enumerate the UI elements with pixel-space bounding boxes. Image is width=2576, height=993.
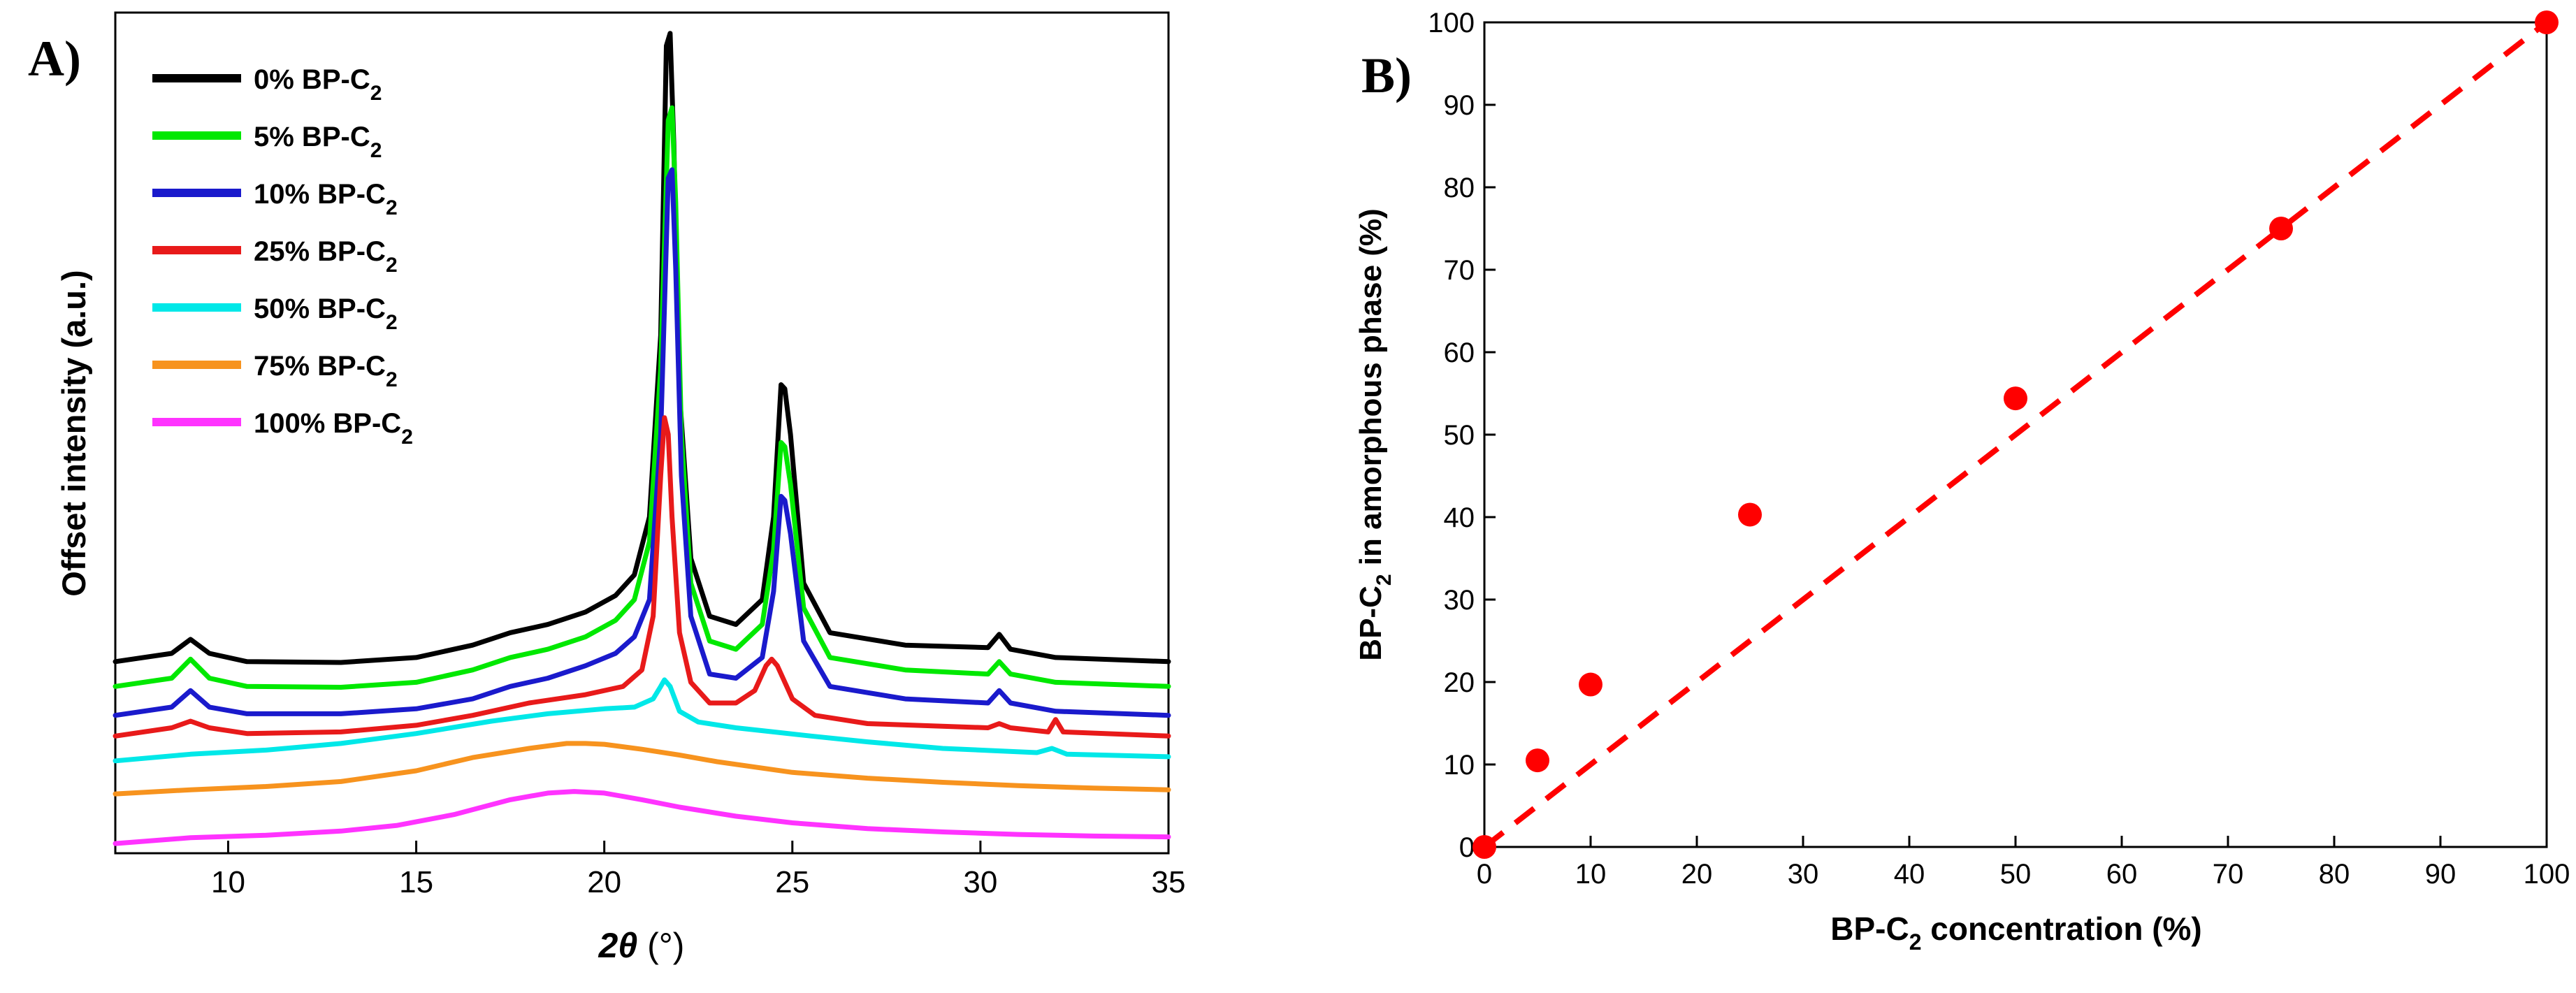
data-point <box>1579 672 1602 697</box>
data-point <box>1472 835 1496 859</box>
panel-a-plot-area <box>114 11 1170 855</box>
legend-label-6: 100% BP-C2 <box>254 408 413 449</box>
panel-a-xrd-chart: A) 10 15 20 25 30 35 0% BP-C2 5% BP-C2 10% BP-C… <box>28 11 1185 965</box>
panel-a-y-axis-label: Offset intensity (a.u.) <box>55 270 92 596</box>
panel-b-y-axis-label-rest: in amorphous phase (%) <box>1354 208 1388 574</box>
y-tick-label: 60 <box>1444 338 1475 368</box>
panel-a-legend: 0% BP-C2 5% BP-C2 10% BP-C2 25% BP-C2 50% BP… <box>152 64 413 449</box>
series-line-1 <box>113 105 1171 690</box>
panel-a-x-axis-unit: (°) <box>637 926 684 965</box>
legend-label-5: 75% BP-C2 <box>254 351 398 391</box>
panel-b-x-axis-label: BP-C2 concentration (%) <box>1830 911 2202 955</box>
legend-label-4: 50% BP-C2 <box>254 293 398 334</box>
data-point <box>2535 10 2559 34</box>
x-tick-label: 30 <box>963 865 997 899</box>
data-point <box>2269 217 2293 240</box>
x-tick-label: 30 <box>1788 859 1819 890</box>
legend-label-0: 0% BP-C2 <box>254 64 382 105</box>
x-tick-label: 50 <box>2000 859 2032 890</box>
legend-label-3: 25% BP-C2 <box>254 236 398 277</box>
x-tick-label: 0 <box>1477 859 1492 890</box>
panel-b-y-axis-label-main: BP-C <box>1354 586 1388 661</box>
y-tick-label: 0 <box>1459 832 1475 863</box>
panel-b-x-axis-label-sub: 2 <box>1909 929 1922 955</box>
y-tick-label: 100 <box>1428 8 1475 38</box>
y-tick-label: 70 <box>1444 255 1475 286</box>
x-tick-label: 70 <box>2213 859 2244 890</box>
data-point <box>1738 502 1762 527</box>
x-tick-label: 80 <box>2319 859 2350 890</box>
x-tick-label: 15 <box>399 865 433 899</box>
y-tick-label: 30 <box>1444 585 1475 616</box>
panel-b-x-axis-label-rest: concentration (%) <box>1922 911 2202 947</box>
panel-b-y-axis-label: BP-C2 in amorphous phase (%) <box>1354 208 1396 660</box>
x-tick-label: 25 <box>775 865 809 899</box>
data-point <box>2004 386 2027 411</box>
panel-b-x-axis-label-main: BP-C <box>1830 911 1909 947</box>
x-tick-label: 40 <box>1894 859 1925 890</box>
x-tick-label: 10 <box>1575 859 1607 890</box>
x-tick-label: 90 <box>2425 859 2456 890</box>
panel-a-x-ticks: 10 15 20 25 30 35 <box>211 841 1185 899</box>
panel-a-x-axis-label: 2θ (°) <box>598 926 685 965</box>
y-tick-label: 10 <box>1444 750 1475 781</box>
y-tick-label: 50 <box>1444 420 1475 451</box>
x-tick-label: 35 <box>1152 865 1186 899</box>
x-tick-label: 20 <box>1681 859 1713 890</box>
panel-b-label: B) <box>1361 48 1412 103</box>
panel-b-y-axis-label-sub: 2 <box>1373 574 1396 586</box>
panel-b-data-points <box>1472 10 2559 859</box>
y-tick-label: 90 <box>1444 90 1475 121</box>
panel-a-x-axis-symbol: 2θ <box>598 926 638 965</box>
x-tick-label: 60 <box>2106 859 2138 890</box>
panel-b-axis-ticks: 0 10 20 30 40 50 60 70 80 90 100 0 10 20 30 40 50 60 70 80 9… <box>1428 8 2570 890</box>
panel-a-label: A) <box>28 31 81 87</box>
reference-line <box>1482 20 2549 850</box>
legend-label-2: 10% BP-C2 <box>254 179 398 219</box>
panel-b-reference-line-group <box>1482 20 2549 850</box>
x-tick-label: 20 <box>587 865 621 899</box>
data-point <box>1526 748 1549 773</box>
y-tick-label: 40 <box>1444 502 1475 533</box>
panel-b-scatter-chart: B) 0 10 20 30 40 50 60 70 80 90 100 0 10 20 30 40 50 60 70… <box>1354 8 2570 955</box>
series-line-2 <box>113 167 1171 718</box>
y-tick-label: 20 <box>1444 667 1475 698</box>
series-line-6 <box>113 789 1171 846</box>
x-tick-label: 100 <box>2524 859 2570 890</box>
series-line-3 <box>113 415 1171 739</box>
legend-label-1: 5% BP-C2 <box>254 122 382 162</box>
x-tick-label: 10 <box>211 865 245 899</box>
panel-a-series-group <box>113 31 1171 846</box>
series-line-4 <box>113 677 1171 764</box>
series-line-5 <box>113 741 1171 797</box>
y-tick-label: 80 <box>1444 173 1475 203</box>
